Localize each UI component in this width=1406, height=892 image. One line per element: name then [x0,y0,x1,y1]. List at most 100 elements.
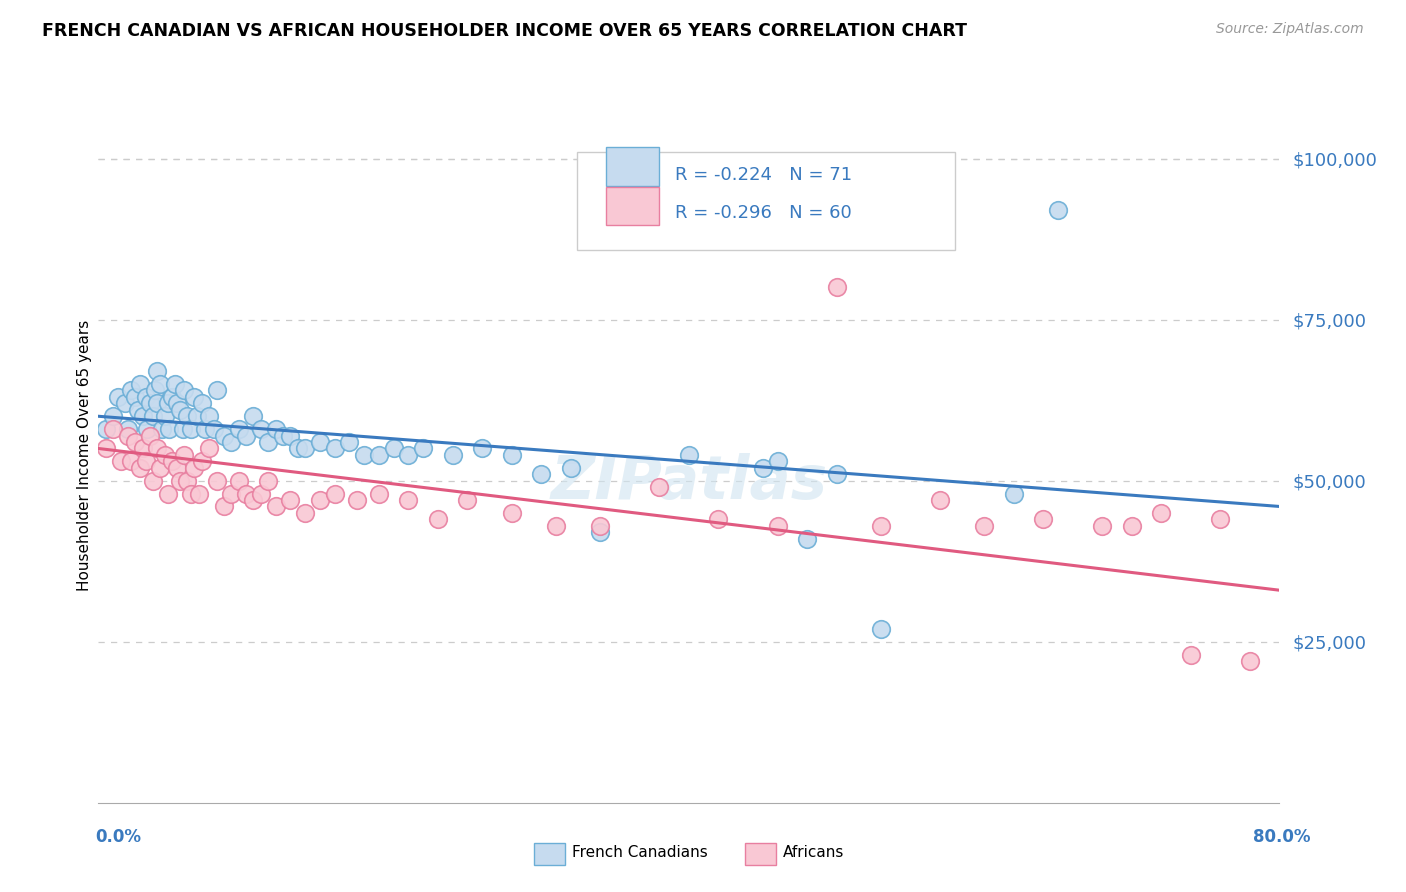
Point [530,467,553,482]
Point [560,460,582,475]
Point [117,428,139,442]
Text: R = -0.296   N = 60: R = -0.296 N = 60 [675,204,852,222]
Point [165,377,187,392]
Point [346,493,368,508]
Point [183,390,205,404]
Point [353,448,375,462]
Point [219,435,242,450]
FancyBboxPatch shape [606,147,659,186]
Point [124,435,146,450]
Point [198,409,221,424]
Point [191,396,214,410]
Point [120,454,142,468]
Point [128,377,150,392]
Point [153,409,176,424]
Point [132,442,155,456]
Point [212,428,235,442]
Point [825,280,848,294]
Point [136,422,159,436]
Point [212,500,235,514]
Point [180,422,202,436]
Point [1002,486,1025,500]
Point [323,486,346,500]
Point [146,364,169,378]
Point [235,428,257,442]
Text: French Canadians: French Canadians [572,846,709,860]
Text: Africans: Africans [783,846,845,860]
Point [368,448,391,462]
Point [94,422,117,436]
Point [928,493,950,508]
Point [796,532,818,546]
Point [678,448,700,462]
Point [242,493,264,508]
Point [250,422,273,436]
Point [120,384,142,398]
Point [309,493,332,508]
Point [382,442,405,456]
Point [172,422,194,436]
Point [278,493,302,508]
Point [257,474,280,488]
Point [766,518,789,533]
Point [869,518,891,533]
Point [166,396,188,410]
Text: Source: ZipAtlas.com: Source: ZipAtlas.com [1216,22,1364,37]
Point [501,506,523,520]
Point [162,454,183,468]
Y-axis label: Householder Income Over 65 years: Householder Income Over 65 years [77,319,91,591]
Point [183,460,205,475]
Point [396,493,419,508]
Point [825,467,848,482]
Point [441,448,464,462]
Point [162,390,183,404]
Point [156,486,179,500]
Point [103,409,125,424]
Point [139,396,162,410]
Point [149,460,172,475]
Point [173,448,195,462]
Point [150,422,173,436]
Point [191,454,214,468]
Point [186,409,208,424]
Text: 0.0%: 0.0% [96,828,142,846]
Point [427,512,450,526]
Point [973,518,995,533]
Point [176,409,198,424]
FancyBboxPatch shape [576,153,955,250]
Point [205,474,228,488]
Point [1032,512,1054,526]
Point [114,396,136,410]
Point [544,518,567,533]
Point [117,422,139,436]
Point [264,500,287,514]
Point [294,442,316,456]
Point [205,384,228,398]
Point [124,390,146,404]
Point [337,435,360,450]
Point [257,435,280,450]
Point [103,422,125,436]
Point [139,428,162,442]
Point [157,422,180,436]
Point [166,460,188,475]
Point [135,390,157,404]
Point [228,422,250,436]
Point [589,525,612,540]
Point [153,448,176,462]
Point [142,409,165,424]
Point [1239,654,1261,668]
Point [287,442,309,456]
Point [1091,518,1114,533]
Point [94,442,117,456]
Point [648,480,671,494]
Point [107,390,129,404]
Point [173,384,195,398]
Point [169,474,191,488]
Point [169,402,191,417]
Text: ZIPatlas: ZIPatlas [550,453,828,512]
Point [412,442,434,456]
Point [194,422,217,436]
Point [146,396,169,410]
Point [278,428,302,442]
